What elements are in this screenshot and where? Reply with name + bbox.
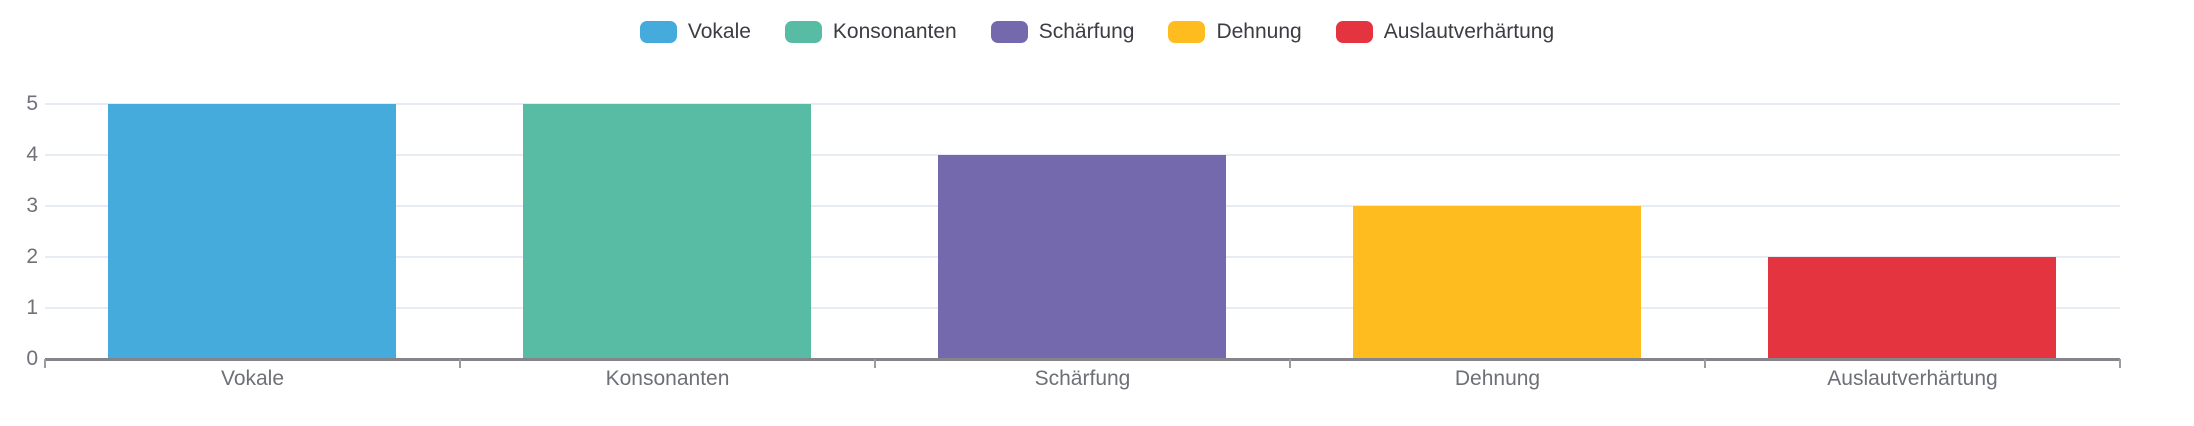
x-axis-line <box>45 358 2120 361</box>
legend-swatch-dehnung <box>1168 21 1206 43</box>
x-tick-label: Vokale <box>220 367 285 390</box>
x-axis-tick <box>2119 359 2121 368</box>
legend-label: Konsonanten <box>832 20 957 43</box>
legend-item-dehnung[interactable]: Dehnung <box>1168 20 1302 44</box>
y-tick-label: 1 <box>26 296 38 319</box>
x-axis-labels: Vokale Konsonanten Schärfung Dehnung Auslaut… <box>45 367 2120 393</box>
x-tick-label: Dehnung <box>1454 367 1541 390</box>
legend-swatch-sch-rfung <box>990 21 1028 43</box>
legend-item-sch-rfung[interactable]: Schärfung <box>990 20 1135 44</box>
x-axis-tick <box>44 359 46 368</box>
y-tick-label: 0 <box>26 347 38 370</box>
legend-swatch-konsonanten <box>784 21 822 43</box>
x-axis-tick <box>459 359 461 368</box>
legend-swatch-auslautverh-rtung <box>1335 21 1373 43</box>
bar-dehnung[interactable] <box>1353 206 1642 359</box>
legend: Vokale Konsonanten Schärfung Dehnung Auslaut… <box>0 20 2194 44</box>
legend-label: Dehnung <box>1216 20 1302 43</box>
legend-item-vokale[interactable]: Vokale <box>639 20 751 44</box>
x-axis-tick <box>874 359 876 368</box>
legend-item-konsonanten[interactable]: Konsonanten <box>784 20 957 44</box>
gridline <box>45 103 2120 105</box>
legend-swatch-vokale <box>639 21 677 43</box>
legend-label: Auslautverhärtung <box>1383 20 1555 43</box>
x-tick-label: Auslautverhärtung <box>1827 367 1998 390</box>
bar-auslautverh-rtung[interactable] <box>1768 257 2057 359</box>
y-tick-label: 3 <box>26 194 38 217</box>
y-tick-label: 4 <box>26 143 38 166</box>
x-axis-tick <box>1289 359 1291 368</box>
y-tick-label: 2 <box>26 245 38 268</box>
bar-konsonanten[interactable] <box>523 104 812 359</box>
bar-vokale[interactable] <box>108 104 397 359</box>
legend-label: Schärfung <box>1038 20 1135 43</box>
plot-area <box>44 103 2121 368</box>
x-tick-label: Schärfung <box>1034 367 1131 390</box>
x-tick-label: Konsonanten <box>605 367 730 390</box>
y-tick-label: 5 <box>26 92 38 115</box>
y-axis-labels: 0 1 2 3 4 5 <box>0 93 38 370</box>
legend-item-auslautverh-rtung[interactable]: Auslautverhärtung <box>1335 20 1555 44</box>
legend-label: Vokale <box>687 20 751 43</box>
bar-sch-rfung[interactable] <box>938 155 1227 359</box>
x-axis-tick <box>1704 359 1706 368</box>
